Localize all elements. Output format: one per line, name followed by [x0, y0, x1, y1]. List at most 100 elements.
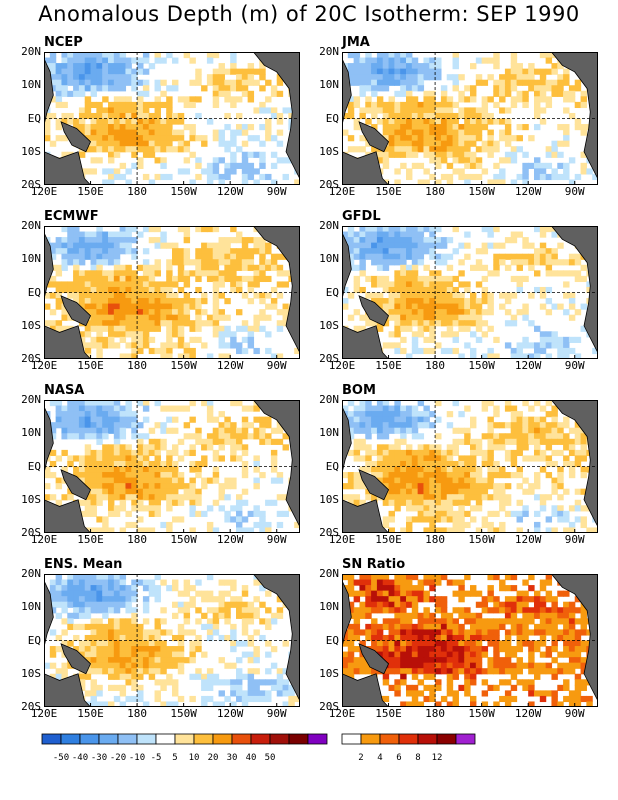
- map-panel-ncep: NCEP 20N 10N EQ 10S 20S 120E 150E 180 150W 120W 90W: [21, 35, 300, 197]
- map-panel-ens: ENS. Mean 20N 10N EQ 10S 20S 120E 150E 180 150W 12…: [21, 557, 300, 719]
- colorbar-swatch: [398, 733, 419, 745]
- landmass: [342, 673, 390, 707]
- landmass: [550, 400, 598, 533]
- map-panel-jma: JMA 20N 10N EQ 10S 20S 120E 150E 180 150W 120W 90W: [319, 35, 598, 197]
- x-tick-label: 180: [425, 359, 446, 372]
- y-tick-label: 10S: [21, 666, 41, 680]
- landmass: [44, 58, 54, 126]
- x-tick-label: 150W: [468, 359, 495, 372]
- x-tick-label: 120E: [328, 185, 356, 198]
- landmass: [44, 151, 92, 185]
- x-tick-label: 180: [425, 707, 446, 720]
- landmass: [44, 499, 92, 533]
- anomaly-colorbar: -50 -40 -30 -20 -10 -5 5 10 20 30 40 50: [41, 733, 328, 763]
- anomaly-map: [342, 226, 598, 359]
- x-tick-label: 180: [127, 707, 148, 720]
- x-tick-label: 180: [127, 359, 148, 372]
- colorbar-label: 12: [432, 753, 443, 763]
- y-tick-label: EQ: [27, 285, 41, 299]
- x-tick-label: 180: [425, 185, 446, 198]
- landmass: [342, 499, 390, 533]
- x-tick-label: 90W: [564, 533, 585, 546]
- map-frame: [44, 574, 300, 707]
- x-tick-label: 120W: [514, 359, 542, 372]
- map-panel-gfdl: GFDL 20N 10N EQ 10S 20S 120E 150E 180 150W 120W 90W: [319, 209, 598, 371]
- colorbar-label: -10: [129, 753, 145, 763]
- colorbar-label: 20: [208, 753, 219, 763]
- colorbar-swatch: [250, 733, 271, 745]
- colorbar-swatch: [455, 733, 476, 745]
- anomaly-map: [44, 400, 300, 533]
- map-frame: [342, 226, 598, 359]
- y-tick-label: 20S: [21, 526, 41, 539]
- map-panel-bom: BOM 20N 10N EQ 10S 20S 120E 150E 180 150W 120W 90W: [319, 383, 598, 545]
- y-tick-label: EQ: [27, 111, 41, 125]
- panel-title: GFDL: [342, 209, 381, 224]
- colorbar-swatch: [379, 733, 400, 745]
- colorbar-swatch: [60, 733, 81, 745]
- x-tick-label: 120W: [514, 707, 542, 720]
- y-tick-label: 20S: [319, 526, 339, 539]
- colorbar-swatch: [193, 733, 214, 745]
- colorbar-swatch: [98, 733, 119, 745]
- x-tick-label: 120W: [216, 185, 244, 198]
- x-tick-label: 120W: [514, 185, 542, 198]
- ratio-colorbar: 2 4 6 8 12: [341, 733, 476, 763]
- anomaly-map: [342, 400, 598, 533]
- panel-title: JMA: [342, 35, 370, 50]
- colorbar-swatch: [136, 733, 157, 745]
- y-tick-label: 20N: [21, 393, 41, 406]
- panel-title: NCEP: [44, 35, 83, 50]
- panel-title: ECMWF: [44, 209, 99, 224]
- x-tick-label: 150W: [170, 707, 197, 720]
- panel-title: ENS. Mean: [44, 557, 123, 572]
- x-tick-label: 120E: [30, 533, 58, 546]
- y-tick-label: 10N: [21, 78, 41, 92]
- colorbar-label: -40: [72, 753, 88, 763]
- x-tick-label: 90W: [266, 707, 287, 720]
- x-tick-label: 150E: [375, 359, 402, 372]
- x-tick-label: 90W: [266, 533, 287, 546]
- landmass: [60, 121, 92, 153]
- landmass: [550, 574, 598, 707]
- x-tick-label: 150W: [170, 359, 197, 372]
- y-tick-label: 10S: [21, 492, 41, 506]
- colorbar-label: 40: [246, 753, 257, 763]
- y-tick-label: 20N: [319, 45, 339, 58]
- y-tick-label: 10N: [21, 252, 41, 266]
- colorbar-label: 5: [172, 753, 177, 763]
- landmass: [60, 469, 92, 501]
- colorbar-label: 4: [377, 753, 382, 763]
- x-tick-label: 150E: [77, 707, 104, 720]
- colorbar-swatch: [288, 733, 309, 745]
- x-tick-label: 150E: [375, 533, 402, 546]
- x-tick-label: 180: [127, 185, 148, 198]
- x-tick-label: 150W: [468, 707, 495, 720]
- x-tick-label: 150E: [375, 185, 402, 198]
- y-tick-label: 10N: [319, 252, 339, 266]
- anomaly-map: [44, 52, 300, 185]
- colorbar-label: 2: [358, 753, 363, 763]
- y-tick-label: 10N: [319, 600, 339, 614]
- y-tick-label: 20N: [319, 567, 339, 580]
- colorbar-label: -20: [110, 753, 126, 763]
- y-tick-label: 20S: [319, 352, 339, 365]
- y-tick-label: EQ: [325, 285, 339, 299]
- x-tick-label: 120E: [30, 707, 58, 720]
- y-tick-label: EQ: [27, 459, 41, 473]
- landmass: [60, 295, 92, 327]
- map-panel-nasa: NASA 20N 10N EQ 10S 20S 120E 150E 180 150W 120W 90W: [21, 383, 300, 545]
- x-tick-label: 120W: [216, 707, 244, 720]
- anomaly-map: [44, 574, 300, 707]
- colorbar-label: 30: [227, 753, 238, 763]
- panel-title: BOM: [342, 383, 376, 398]
- anomaly-map: [44, 226, 300, 359]
- y-tick-label: 10S: [319, 144, 339, 158]
- map-frame: [342, 52, 598, 185]
- x-tick-label: 150E: [77, 533, 104, 546]
- x-tick-label: 120W: [216, 359, 244, 372]
- map-frame: [44, 52, 300, 185]
- y-tick-label: 20S: [21, 352, 41, 365]
- colorbar-swatch: [341, 733, 362, 745]
- x-tick-label: 150W: [468, 185, 495, 198]
